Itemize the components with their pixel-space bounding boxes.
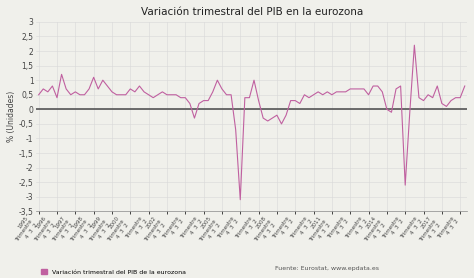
Legend: Variación trimestral del PIB de la eurozona: Variación trimestral del PIB de la euroz… xyxy=(41,269,186,275)
Y-axis label: % (Unidades): % (Unidades) xyxy=(7,91,16,142)
Title: Variación trimestral del PIB en la eurozona: Variación trimestral del PIB en la euroz… xyxy=(141,7,363,17)
Text: Fuente: Eurostat, www.epdata.es: Fuente: Eurostat, www.epdata.es xyxy=(275,266,379,271)
